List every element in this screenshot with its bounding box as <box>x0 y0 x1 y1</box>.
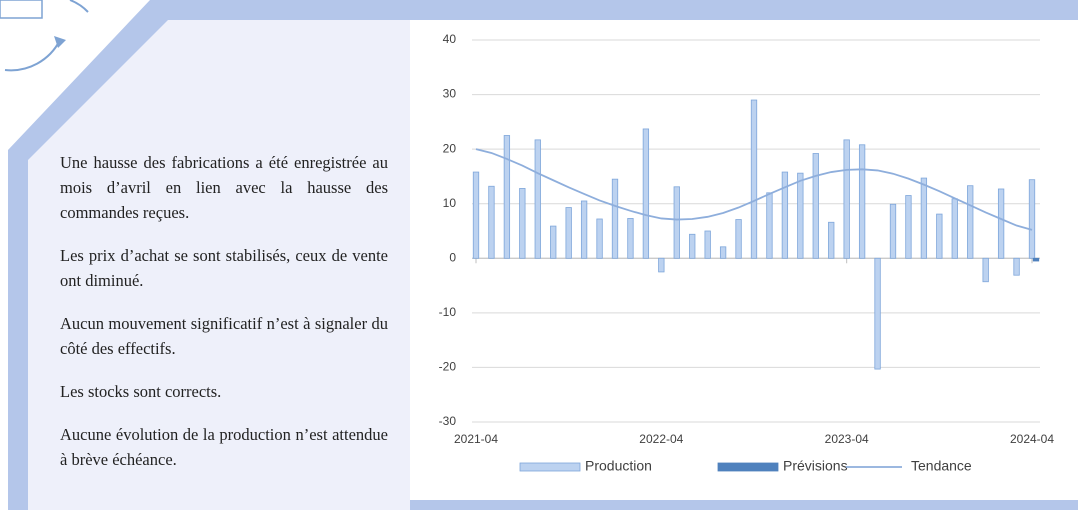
icon-decoration <box>0 0 43 19</box>
bar <box>781 171 789 259</box>
bar <box>503 135 511 259</box>
bar <box>967 185 974 259</box>
legend-swatch <box>519 462 581 472</box>
paragraph: Une hausse des fabrications a été enregi… <box>60 153 388 222</box>
x-tick-label: 2022-04 <box>639 432 683 446</box>
bar <box>627 218 634 259</box>
bar <box>719 246 727 259</box>
frame-band <box>8 0 1078 510</box>
legend-label: Production <box>585 458 652 474</box>
legend-swatch <box>717 462 779 472</box>
bottom-band <box>410 500 1078 510</box>
paragraph: Aucune évolution de la production n’est … <box>60 425 388 469</box>
bar <box>565 207 572 259</box>
bar <box>1013 257 1020 276</box>
bar <box>766 192 773 259</box>
y-tick-label: 20 <box>443 141 457 155</box>
bar <box>1032 257 1040 262</box>
bar <box>534 139 541 259</box>
bar <box>997 188 1005 259</box>
text-panel-bg <box>10 18 410 510</box>
bar <box>828 221 835 259</box>
y-tick-label: -10 <box>439 305 457 319</box>
bar <box>735 219 742 259</box>
bar <box>580 200 588 259</box>
paragraph: Aucun mouvement significatif n’est à sig… <box>60 314 388 358</box>
x-tick-label: 2023-04 <box>825 432 869 446</box>
bar <box>920 177 928 259</box>
bar <box>843 139 850 259</box>
bar <box>488 185 495 259</box>
legend-label: Prévisions <box>783 458 848 474</box>
bar <box>550 225 557 259</box>
bar <box>905 195 912 259</box>
bar <box>1028 179 1036 259</box>
x-tick-label: 2024-04 <box>1010 432 1054 446</box>
bar <box>750 99 758 259</box>
bar <box>472 171 480 259</box>
bar <box>673 186 680 259</box>
y-tick-label: -30 <box>439 414 457 428</box>
bar <box>889 203 897 259</box>
bar <box>519 188 526 259</box>
bar <box>936 213 943 259</box>
bar <box>611 178 619 259</box>
paragraph: Les stocks sont corrects. <box>60 382 222 401</box>
y-tick-label: 30 <box>443 87 457 101</box>
arrow-decoration <box>4 39 61 72</box>
y-tick-label: -20 <box>439 360 457 374</box>
arrow-decoration <box>69 0 89 13</box>
y-tick-label: 10 <box>443 196 457 210</box>
text-panel: Une hausse des fabrications a été enregi… <box>60 150 388 490</box>
bar <box>982 257 989 283</box>
bar <box>812 153 819 259</box>
bar <box>658 257 665 273</box>
bar <box>689 233 696 259</box>
bar <box>858 144 866 259</box>
trend-line <box>475 148 1033 231</box>
paragraph: Les prix d’achat se sont stabilisés, ceu… <box>60 246 388 290</box>
arrow-head <box>54 36 66 48</box>
y-tick-label: 0 <box>449 250 456 264</box>
bar <box>642 128 650 259</box>
bar <box>704 230 711 259</box>
legend-label: Tendance <box>911 458 972 474</box>
bar <box>951 198 958 259</box>
bar <box>874 257 881 370</box>
bar <box>797 172 804 259</box>
x-tick-label: 2021-04 <box>454 432 498 446</box>
bar <box>596 218 603 259</box>
y-tick-label: 40 <box>443 32 457 46</box>
